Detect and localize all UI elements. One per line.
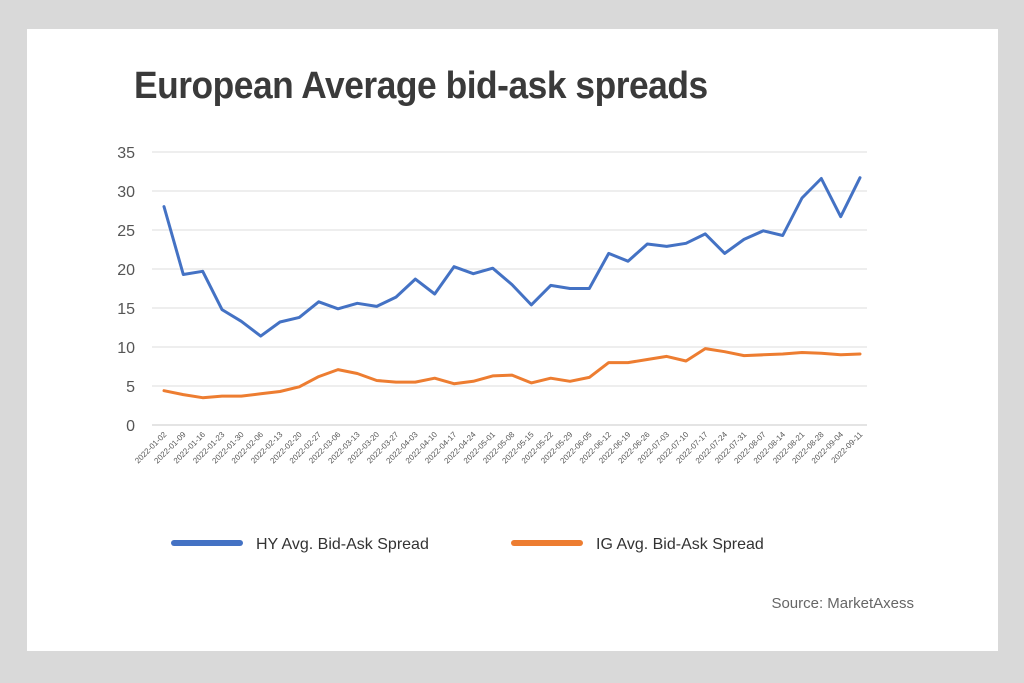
series-line	[162, 176, 862, 338]
chart-card: European Average bid-ask spreads 0 5 10 15 2…	[27, 29, 998, 651]
legend-label: IG Avg. Bid-Ask Spread	[596, 536, 764, 553]
y-tick-label: 5	[126, 379, 135, 396]
y-tick-label: 10	[117, 340, 135, 357]
y-tick-label: 25	[117, 223, 135, 240]
chart-title: European Average bid-ask spreads	[134, 65, 708, 107]
y-tick-label: 0	[126, 418, 135, 435]
source-note: Source: MarketAxess	[771, 595, 914, 612]
line-chart: 051015202530352022-01-022022-01-092022-0…	[117, 145, 867, 553]
y-tick-label: 20	[117, 262, 135, 279]
legend-label: HY Avg. Bid-Ask Spread	[256, 536, 429, 553]
y-tick-label: 35	[117, 145, 135, 162]
y-tick-label: 15	[117, 301, 135, 318]
y-tick-label: 30	[117, 184, 135, 201]
series-line	[162, 347, 862, 400]
